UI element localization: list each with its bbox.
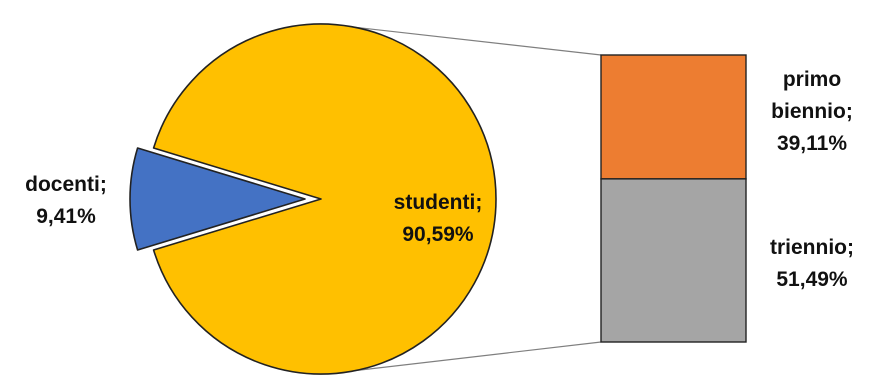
data-label-docenti: docenti; 9,41% [25,173,107,228]
bar-segment-triennio [600,178,747,343]
bar-segment-primo-biennio [600,54,747,180]
data-label-primo-biennio-line: 39,11% [777,132,847,155]
data-label-triennio-line: 51,49% [776,268,848,291]
stacked-bar [600,54,747,343]
data-label-primo-biennio: primo biennio; 39,11% [771,68,853,155]
pie-slice-docenti [129,147,306,251]
data-label-primo-biennio-line: biennio; [771,100,853,123]
data-label-studenti-line: 90,59% [402,223,474,246]
connector-line-top [327,23,602,56]
data-label-triennio-line: triennio; [770,236,854,259]
connector-lines [327,23,602,375]
data-label-docenti-line: docenti; [25,173,107,196]
pie-slice-studenti [152,23,497,375]
pie [129,23,497,375]
connector-line-bottom [327,341,602,375]
data-labels: docenti; 9,41% studenti; 90,59% primo biennio… [25,68,854,291]
data-label-studenti: studenti; 90,59% [394,191,483,246]
data-label-docenti-line: 9,41% [36,205,96,228]
data-label-studenti-line: studenti; [394,191,483,214]
data-label-primo-biennio-line: primo [783,68,841,91]
data-label-triennio: triennio; 51,49% [770,236,854,291]
